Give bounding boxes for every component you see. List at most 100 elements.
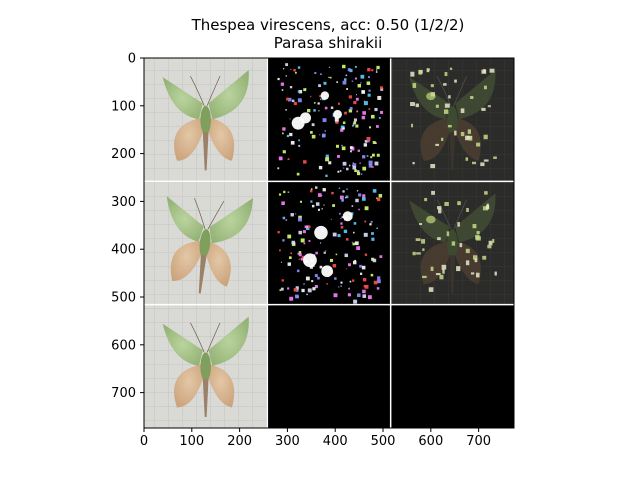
x-tick-label: 600: [418, 434, 443, 449]
saliency-point: [311, 134, 316, 139]
right-forewing: [455, 193, 496, 243]
saliency-point: [345, 238, 349, 241]
saliency-point: [320, 73, 322, 76]
saliency-point: [287, 97, 292, 102]
saliency-point: [337, 102, 340, 105]
saliency-point: [363, 232, 368, 237]
saliency-point: [366, 155, 369, 157]
highlight: [487, 105, 491, 108]
saliency-point: [348, 263, 351, 267]
saliency-point: [342, 127, 345, 130]
saliency-point: [293, 288, 298, 292]
saliency-point: [325, 157, 330, 162]
saliency-point: [329, 258, 334, 263]
saliency-point: [335, 253, 338, 256]
saliency-point: [295, 294, 299, 299]
thorax: [200, 105, 211, 135]
panel-content-moth-photo: [144, 58, 268, 182]
y-tick-label: 300: [111, 195, 136, 210]
saliency-point: [298, 253, 302, 257]
highlight: [435, 104, 439, 108]
saliency-point: [355, 94, 358, 96]
saliency-point: [314, 71, 317, 75]
highlight: [487, 244, 492, 249]
saliency-point: [359, 162, 361, 164]
saliency-point: [341, 216, 344, 219]
saliency-point: [345, 196, 347, 199]
highlight: [444, 72, 448, 77]
saliency-point: [320, 98, 322, 100]
saliency-point: [380, 110, 384, 114]
saliency-point: [307, 108, 311, 113]
saliency-point: [313, 102, 316, 104]
highlight: [411, 123, 414, 128]
highlight: [470, 96, 474, 99]
highlight: [449, 67, 453, 70]
highlight: [459, 243, 463, 248]
saliency-point: [312, 287, 316, 291]
saliency-point: [340, 281, 343, 284]
saliency-point: [340, 285, 342, 287]
saliency-point: [356, 110, 359, 113]
saliency-point: [346, 88, 349, 90]
highlight: [447, 124, 452, 128]
saliency-point: [376, 125, 379, 128]
saliency-point: [298, 258, 300, 260]
highlight: [457, 201, 461, 206]
saliency-point: [378, 117, 381, 119]
saliency-point: [282, 216, 286, 220]
saliency-point: [310, 131, 313, 134]
saliency-point: [346, 188, 348, 190]
highlight: [435, 143, 439, 146]
saliency-point: [357, 149, 360, 152]
highlight: [454, 130, 457, 136]
saliency-point: [332, 263, 337, 268]
saliency-point: [278, 156, 283, 161]
saliency-point: [282, 239, 285, 242]
panel-content-blank: [267, 304, 391, 428]
saliency-hotspot: [321, 265, 333, 278]
saliency-point: [353, 299, 358, 304]
saliency-point: [367, 139, 370, 143]
saliency-point: [348, 164, 351, 167]
saliency-point: [281, 89, 284, 91]
saliency-point: [354, 65, 357, 68]
highlight-blob: [426, 215, 436, 224]
highlight: [430, 84, 434, 88]
saliency-point: [376, 197, 381, 202]
highlight: [472, 224, 477, 229]
antennae: [190, 76, 221, 106]
saliency-point: [278, 193, 282, 196]
highlight: [493, 156, 497, 159]
antennae: [190, 322, 221, 353]
saliency-hotspot: [314, 225, 328, 240]
saliency-point: [283, 190, 286, 194]
highlight: [422, 275, 427, 279]
y-tick-label: 200: [111, 147, 136, 162]
saliency-point: [341, 197, 344, 199]
saliency-point: [360, 173, 363, 175]
highlight: [457, 222, 460, 227]
highlight: [419, 223, 423, 226]
highlight: [437, 237, 441, 241]
saliency-point: [368, 108, 371, 110]
saliency-point: [362, 289, 366, 294]
thorax: [199, 229, 211, 258]
saliency-point: [371, 237, 375, 241]
saliency-point: [376, 287, 380, 290]
saliency-point: [326, 283, 328, 285]
saliency-point: [359, 272, 363, 275]
highlight: [483, 68, 486, 73]
highlight: [465, 260, 470, 266]
saliency-point: [335, 120, 339, 124]
saliency-point: [319, 265, 323, 269]
highlight: [483, 159, 489, 162]
saliency-point: [286, 134, 289, 138]
saliency-point: [286, 97, 289, 101]
saliency-point: [377, 276, 381, 280]
saliency-point: [343, 167, 345, 169]
panel-content-saliency-map: [267, 181, 391, 305]
saliency-point: [319, 134, 321, 136]
saliency-point: [374, 161, 379, 166]
saliency-point: [290, 213, 294, 217]
